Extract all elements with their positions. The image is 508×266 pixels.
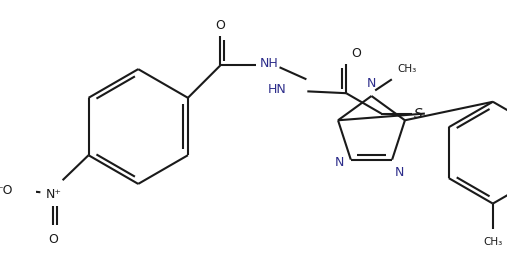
Text: O: O [351,47,361,60]
Text: CH₃: CH₃ [483,237,502,247]
Text: NH: NH [260,57,279,70]
Text: N: N [395,166,404,179]
Text: N⁺: N⁺ [45,188,61,201]
Text: O: O [48,233,58,246]
Text: S: S [414,107,423,120]
Text: ⁻O: ⁻O [0,184,13,197]
Text: N: N [367,77,376,90]
Text: CH₃: CH₃ [397,64,417,74]
Text: HN: HN [268,83,287,96]
Text: N: N [335,156,344,169]
Text: O: O [215,19,225,32]
